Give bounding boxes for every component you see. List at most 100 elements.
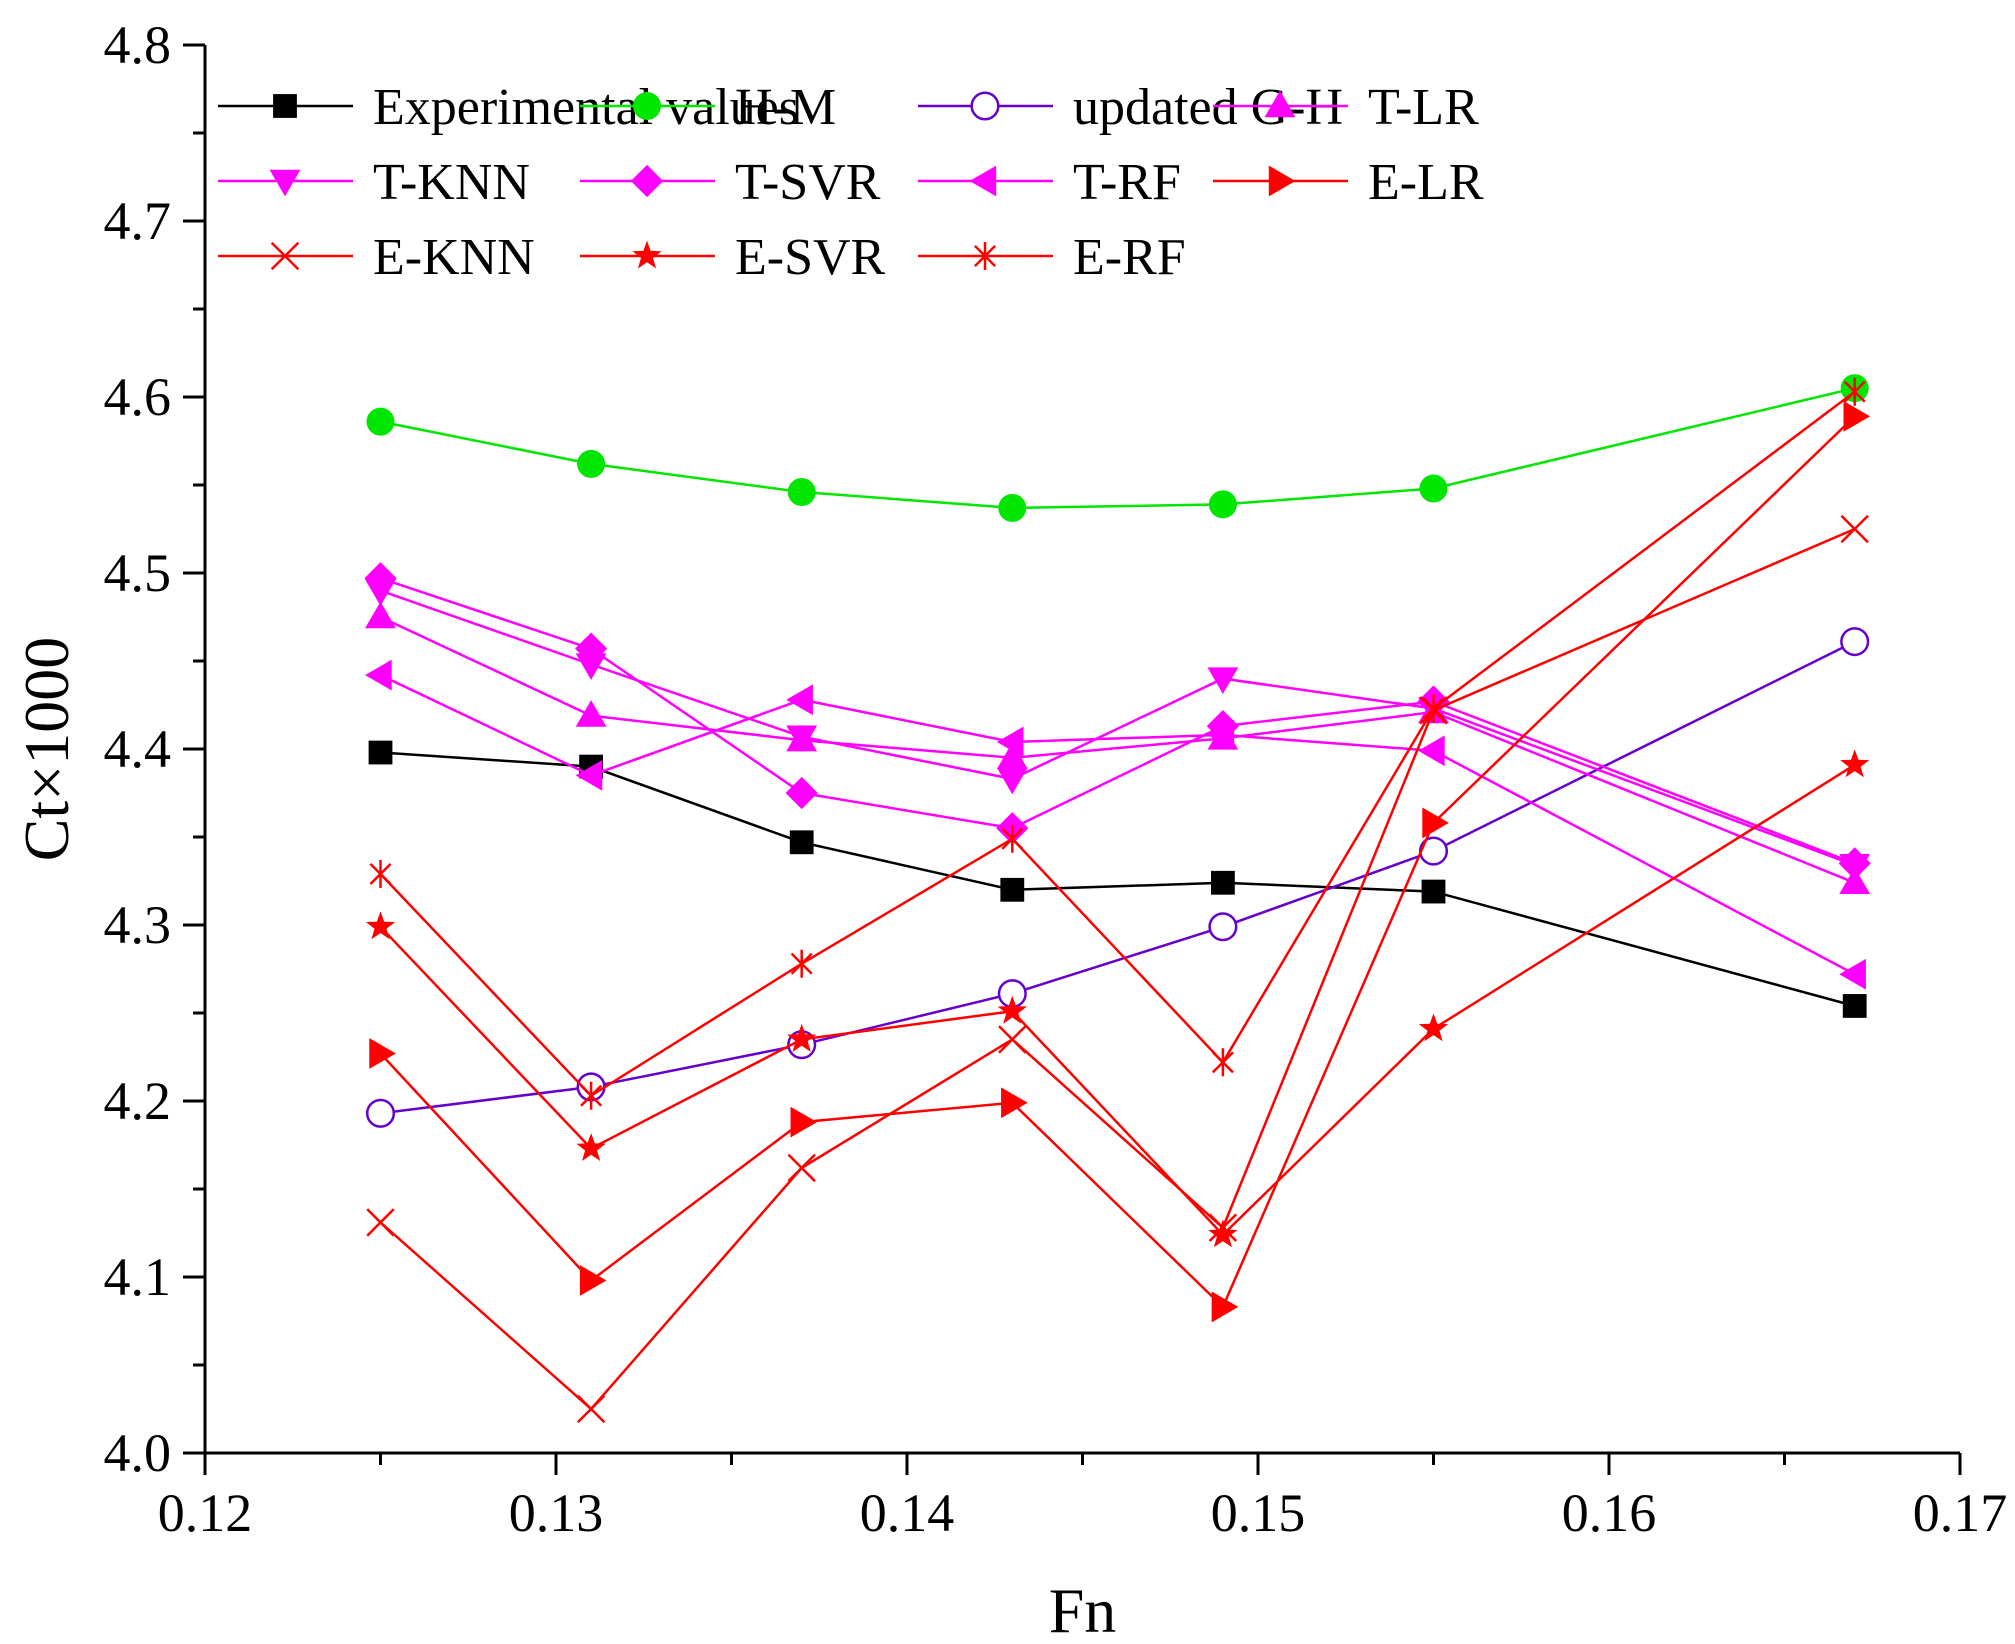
legend-marker [633,92,661,120]
data-point-t-rf [365,659,392,691]
y-tick-label: 4.3 [104,895,172,955]
data-point-e-svr [365,911,396,940]
series-line-experimental-values [380,751,1856,1008]
x-tick-label: 0.16 [1562,1483,1657,1543]
data-point-e-svr [1208,1219,1238,1248]
y-tick-label: 4.2 [104,1071,172,1131]
legend-marker [269,169,301,197]
data-point-t-svr [575,632,608,665]
y-tick-label: 4.7 [104,191,172,251]
legend-item-e-svr: E-SVR [580,229,886,286]
legend-marker [273,94,297,118]
x-tick-label: 0.12 [158,1483,253,1543]
x-tick-label: 0.14 [860,1483,955,1543]
y-tick-label: 4.5 [104,543,172,603]
data-point-e-lr [1843,400,1871,432]
data-point-e-rf [790,949,813,978]
data-point-h-m [366,407,395,436]
data-point-e-lr [369,1038,396,1069]
legend-label: H-M [735,79,836,136]
data-point-h-m [998,493,1027,522]
y-axis-title: Ct×1000 [11,637,82,862]
data-point-updated-g-h [1840,627,1870,657]
y-tick-label: 4.8 [104,15,172,75]
data-point-e-lr [1422,807,1449,839]
legend-label: E-SVR [735,229,886,286]
series-h-m [366,374,1869,522]
series-line-t-knn [380,589,1856,867]
data-point-t-lr [575,700,607,727]
legend-marker [632,240,662,269]
axes: 0.12 0.13 0.14 0.15 0.16 0.17 4.0 4.1 4.2 4.3 4.4 4… [104,15,2008,1543]
y-tick-label: 4.6 [104,367,172,427]
data-point-e-knn [576,1394,606,1424]
series-t-rf [365,659,1866,990]
x-tick-label: 0.17 [1913,1483,2008,1543]
legend-label: E-RF [1073,229,1186,286]
legend-item-t-knn: T-KNN [218,154,530,211]
legend-item-e-lr: E-LR [1213,154,1484,211]
series-line-e-lr [379,415,1856,1310]
data-point-h-m [1208,490,1237,519]
series-e-rf [369,377,1866,1110]
data-point-e-svr [576,1133,606,1161]
data-point-t-lr [996,742,1028,769]
legend-item-h-m: H-M [580,79,836,136]
data-point-e-svr [1418,1013,1449,1042]
data-point-t-svr [1838,847,1871,880]
data-point-experimental-values [1211,870,1235,895]
data-point-t-rf [996,726,1024,758]
series-line-e-svr [379,763,1856,1237]
data-point-e-rf [1843,377,1866,406]
data-point-e-lr [579,1265,607,1296]
data-point-e-svr [997,995,1027,1024]
legend-label: updated G-H [1073,79,1343,136]
data-point-t-svr [364,562,397,595]
series-e-svr [365,749,1870,1248]
legend-item-t-svr: T-SVR [580,154,881,211]
data-point-e-knn [366,1208,395,1237]
data-point-t-rf [786,684,813,716]
data-point-t-rf [1418,735,1445,767]
legend-item-e-rf: E-RF [918,229,1186,286]
data-point-h-m [1419,474,1448,503]
data-point-experimental-values [1421,879,1446,904]
data-point-e-rf [1211,1048,1234,1077]
legend-marker [974,242,996,270]
data-point-t-lr [1839,867,1871,894]
legend-marker [970,91,1000,121]
legend-label: E-KNN [373,229,535,286]
y-tick-label: 4.0 [104,1423,172,1483]
legend-marker [969,165,997,197]
data-point-experimental-values [368,740,393,765]
data-point-t-knn [1207,667,1239,694]
legend-marker [1264,90,1296,118]
data-point-t-rf [575,760,603,791]
series-line-h-m [380,386,1855,510]
legend-item-experimental-values: Experimental values [218,79,799,136]
data-point-experimental-values [1000,877,1025,902]
legend-label: T-KNN [373,154,530,211]
y-tick-label: 4.1 [104,1247,172,1307]
data-point-experimental-values [789,830,814,855]
data-point-e-lr [1211,1291,1239,1323]
data-point-updated-g-h [365,1098,396,1128]
data-point-h-m [787,478,816,507]
data-point-t-knn [575,653,607,680]
legend-item-e-knn: E-KNN [218,229,535,286]
data-point-e-lr [790,1106,818,1138]
data-point-e-rf [1001,824,1024,853]
legend-label: T-LR [1368,79,1479,136]
series-e-lr [369,400,1871,1323]
series-line-updated-g-h [380,640,1856,1115]
legend-label: T-SVR [735,154,881,211]
legend-label: Experimental values [373,79,799,136]
data-point-t-knn [786,725,818,753]
legend-item-t-lr: T-LR [1213,79,1479,136]
legend-label: E-LR [1368,154,1484,211]
x-axis-title: Fn [1049,1575,1117,1644]
data-point-t-lr [365,601,396,629]
data-point-e-knn [787,1153,816,1183]
